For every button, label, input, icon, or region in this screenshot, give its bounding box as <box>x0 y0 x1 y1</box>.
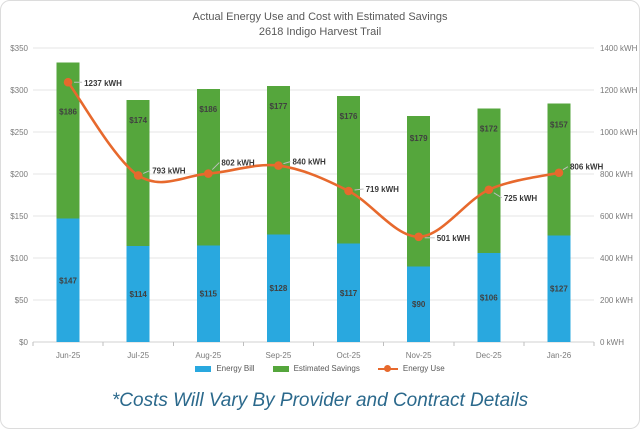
chart-title: Actual Energy Use and Cost with Estimate… <box>192 11 448 23</box>
estimated-savings-data-label: $186 <box>59 107 77 116</box>
right-axis-tick-label: 200 kWH <box>600 296 633 305</box>
bar-segment-estimated-savings <box>407 116 431 267</box>
x-axis-category-label: Jan-26 <box>547 351 572 360</box>
estimated-savings-data-label: $157 <box>550 120 568 129</box>
estimated-savings-data-label: $176 <box>340 112 358 121</box>
chart-subtitle: 2618 Indigo Harvest Trail <box>258 26 382 38</box>
estimated-savings-data-label: $186 <box>199 105 217 114</box>
energy-bill-data-label: $127 <box>550 285 568 294</box>
data-label-leader <box>562 166 569 171</box>
legend-item-energy-bill: Energy Bill <box>195 364 255 373</box>
left-axis-tick-label: $250 <box>10 128 28 137</box>
energy-use-data-label: 719 kWH <box>366 185 400 194</box>
estimated-savings-data-label: $177 <box>270 102 288 111</box>
bar-segment-energy-bill <box>56 218 80 342</box>
data-label-leader <box>211 162 220 170</box>
energy-use-data-label: 501 kWH <box>437 234 471 243</box>
energy-bill-data-label: $128 <box>270 284 288 293</box>
energy-bill-data-label: $114 <box>130 290 148 299</box>
legend-label: Energy Bill <box>216 364 255 373</box>
energy-bill-data-label: $106 <box>480 293 498 302</box>
bar-segment-estimated-savings <box>56 62 80 219</box>
legend: Energy Bill Estimated Savings Energy Use <box>1 364 639 373</box>
left-axis-tick-label: $350 <box>10 44 28 53</box>
energy-use-data-label: 840 kWH <box>292 158 326 167</box>
left-axis-tick-label: $300 <box>10 86 28 95</box>
estimated-savings-data-label: $174 <box>129 116 147 125</box>
x-axis-category-label: Dec-25 <box>476 351 502 360</box>
legend-item-estimated-savings: Estimated Savings <box>272 364 360 373</box>
data-label-leader <box>142 170 151 174</box>
x-axis-category-label: Aug-25 <box>195 351 221 360</box>
data-label-leader <box>493 192 503 199</box>
bar-segment-energy-bill <box>266 234 290 342</box>
energy-use-data-label: 1237 kWH <box>84 79 122 88</box>
energy-use-data-label: 793 kWH <box>152 166 186 175</box>
x-axis-category-label: Jul-25 <box>127 351 149 360</box>
x-axis-category-label: Sep-25 <box>266 351 292 360</box>
left-axis-tick-label: $200 <box>10 170 28 179</box>
legend-swatch-icon <box>272 365 289 372</box>
x-axis-category-label: Oct-25 <box>337 351 362 360</box>
estimated-savings-data-label: $179 <box>410 134 428 143</box>
energy-use-marker <box>63 77 73 87</box>
right-axis-tick-label: 1000 kWH <box>600 128 638 137</box>
energy-bill-data-label: $90 <box>412 300 426 309</box>
data-label-leader <box>354 188 364 191</box>
estimated-savings-data-label: $172 <box>480 124 498 133</box>
legend-label: Energy Use <box>402 364 445 373</box>
footnote: *Costs Will Vary By Provider and Contrac… <box>111 390 529 411</box>
energy-bill-data-label: $117 <box>340 289 358 298</box>
left-axis-tick-label: $50 <box>15 296 29 305</box>
bar-segment-energy-bill <box>337 243 361 342</box>
energy-use-marker <box>484 185 494 195</box>
legend-line-marker-icon <box>377 365 398 372</box>
legend-swatch-icon <box>195 365 212 372</box>
left-axis-tick-label: $100 <box>10 254 28 263</box>
x-axis-category-label: Jun-25 <box>56 351 81 360</box>
left-axis-tick-label: $150 <box>10 212 28 221</box>
energy-use-data-label: 806 kWH <box>570 163 604 172</box>
energy-use-marker <box>204 169 213 178</box>
energy-use-data-label: 802 kWH <box>221 159 255 168</box>
bar-segment-energy-bill <box>477 252 501 342</box>
energy-use-marker <box>414 232 423 242</box>
right-axis-tick-label: 400 kWH <box>600 254 633 263</box>
right-axis-tick-label: 1400 kWH <box>600 44 638 53</box>
legend-item-energy-use: Energy Use <box>377 364 445 373</box>
energy-use-marker <box>554 168 564 178</box>
energy-use-marker <box>344 186 353 196</box>
data-label-leader <box>283 161 291 165</box>
x-axis-category-label: Nov-25 <box>406 351 432 360</box>
energy-bill-data-label: $115 <box>200 290 218 299</box>
energy-bill-data-label: $147 <box>59 276 77 285</box>
bar-segment-energy-bill <box>547 235 571 342</box>
legend-line-dot <box>384 365 392 372</box>
bar-segment-energy-bill <box>196 245 220 342</box>
right-axis-tick-label: 1200 kWH <box>600 86 638 95</box>
bar-segment-energy-bill <box>407 266 431 342</box>
energy-use-marker <box>274 161 283 170</box>
left-axis-tick-label: $0 <box>19 338 28 347</box>
bar-segment-energy-bill <box>126 246 150 342</box>
bar-segment-estimated-savings <box>337 95 361 244</box>
legend-label: Estimated Savings <box>293 364 360 373</box>
energy-use-data-label: 725 kWH <box>504 194 538 203</box>
energy-use-marker <box>133 171 143 180</box>
bar-segment-estimated-savings <box>266 85 290 235</box>
right-axis-tick-label: 0 kWH <box>600 338 624 347</box>
right-axis-tick-label: 600 kWH <box>600 212 633 221</box>
right-axis-tick-label: 800 kWH <box>600 170 633 179</box>
bar-segment-estimated-savings <box>477 108 501 253</box>
bar-segment-estimated-savings <box>196 89 220 246</box>
